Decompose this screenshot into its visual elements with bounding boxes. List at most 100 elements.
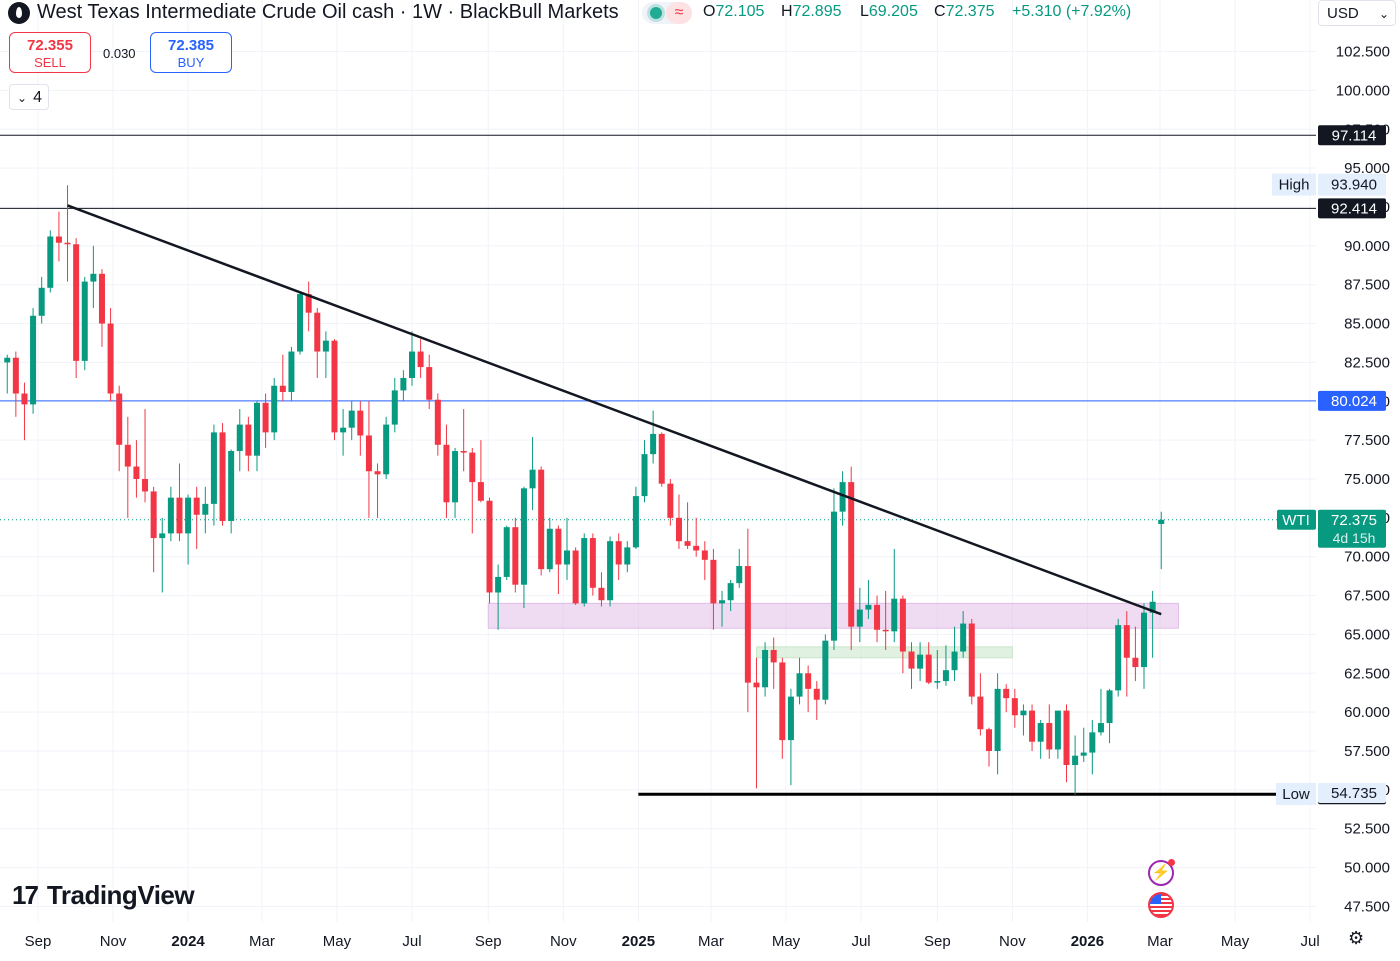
candle-body <box>675 517 682 542</box>
candle-body <box>1158 519 1165 524</box>
candle-body <box>357 410 364 436</box>
candle-body <box>796 673 803 697</box>
blue-level-badge: 80.024 <box>1318 390 1386 411</box>
candle <box>64 185 71 282</box>
candle-body <box>271 385 278 433</box>
candle-body <box>572 550 579 604</box>
candle <box>1089 719 1096 775</box>
currency-select[interactable]: USD ⌄ <box>1318 0 1396 26</box>
x-tick-label: Mar <box>698 933 724 950</box>
candle-body <box>47 236 54 288</box>
spread-value: 0.030 <box>103 46 136 61</box>
candle-body <box>30 315 37 405</box>
candle-body <box>486 500 493 593</box>
sell-button[interactable]: 72.355 SELL <box>9 32 91 73</box>
symbol-title[interactable]: West Texas Intermediate Crude Oil cash ·… <box>37 1 619 23</box>
candle <box>942 645 949 686</box>
candle-body <box>865 604 872 610</box>
candle-body <box>391 390 398 425</box>
candle <box>12 351 19 417</box>
y-tick-label: 90.000 <box>1344 238 1390 255</box>
candle-body <box>417 351 424 368</box>
candle <box>1063 704 1070 783</box>
candle <box>839 471 846 526</box>
us-flag-icon[interactable] <box>1148 892 1174 918</box>
ohlc-low-value: 69.205 <box>868 3 918 20</box>
candle-body <box>219 432 226 521</box>
candle-body <box>1072 755 1079 766</box>
candle <box>245 416 252 472</box>
candle <box>1123 611 1130 697</box>
candle-body <box>779 662 786 741</box>
candle-body <box>1097 723 1104 733</box>
candle-body <box>1037 723 1044 742</box>
candle <box>90 245 97 309</box>
candle-body <box>977 696 984 730</box>
candle-body <box>288 351 295 392</box>
candle-body <box>641 454 648 497</box>
candle <box>753 657 760 789</box>
candle <box>632 486 639 549</box>
candle <box>546 517 553 573</box>
chevron-down-icon: ⌄ <box>17 91 28 105</box>
candle <box>331 339 338 441</box>
candle-body <box>942 670 949 682</box>
candle-body <box>228 451 235 521</box>
high-value-badge-bg <box>1318 173 1386 196</box>
candle-body <box>73 244 80 361</box>
candle-body <box>210 432 217 504</box>
currency-label: USD <box>1327 5 1359 22</box>
candle <box>822 634 829 705</box>
candle <box>581 533 588 607</box>
gear-icon[interactable]: ⚙ <box>1348 928 1365 948</box>
candle-body <box>348 410 355 428</box>
low-label: Low <box>1282 786 1310 803</box>
candle <box>701 541 708 581</box>
candle-body <box>960 623 967 652</box>
y-tick-label: 87.500 <box>1344 277 1390 294</box>
candle <box>1037 719 1044 759</box>
candle <box>512 517 519 593</box>
candle <box>607 536 614 607</box>
candle <box>4 354 11 394</box>
y-tick-label: 100.000 <box>1336 82 1390 99</box>
x-tick-label: Sep <box>924 933 951 950</box>
candle-body <box>279 385 286 392</box>
market-open-icon[interactable] <box>650 7 662 19</box>
candle <box>805 665 812 713</box>
candle <box>340 409 347 456</box>
ohlc-change-value: +5.310 (+7.92%) <box>1012 3 1132 20</box>
symbol-logo-icon[interactable] <box>8 2 30 24</box>
indicators-toggle[interactable]: ⌄ 4 <box>9 84 49 110</box>
candle <box>520 486 527 609</box>
candle <box>994 673 1001 775</box>
candle-body <box>1123 625 1130 658</box>
blue-level-badge-text: 80.024 <box>1331 393 1377 410</box>
candle-body <box>882 629 889 632</box>
candle-body <box>736 566 743 584</box>
candle-body <box>452 451 459 503</box>
candle <box>460 409 467 472</box>
candle-body <box>1149 601 1156 613</box>
candle-body <box>719 600 726 604</box>
horizontal-lines <box>0 134 1316 796</box>
candle <box>116 385 123 472</box>
tradingview-logo[interactable]: 17 TradingView <box>12 880 195 910</box>
candle-body <box>650 433 657 455</box>
candle <box>365 401 372 518</box>
candle-body <box>762 649 769 688</box>
candle-body <box>38 287 45 316</box>
candle <box>917 642 924 682</box>
buy-button[interactable]: 72.385 BUY <box>150 32 232 73</box>
candle <box>744 528 751 713</box>
last-price-badge-bg <box>1318 509 1386 548</box>
lightning-icon[interactable]: ⚡ <box>1148 859 1175 886</box>
chevron-down-icon: ⌄ <box>1378 7 1389 21</box>
candle-body <box>1089 732 1096 753</box>
approx-icon[interactable]: ≈ <box>666 2 692 24</box>
candle-body <box>839 482 846 512</box>
candle-body <box>124 444 131 467</box>
candle-body <box>529 469 536 489</box>
x-tick-label: Nov <box>550 933 577 950</box>
